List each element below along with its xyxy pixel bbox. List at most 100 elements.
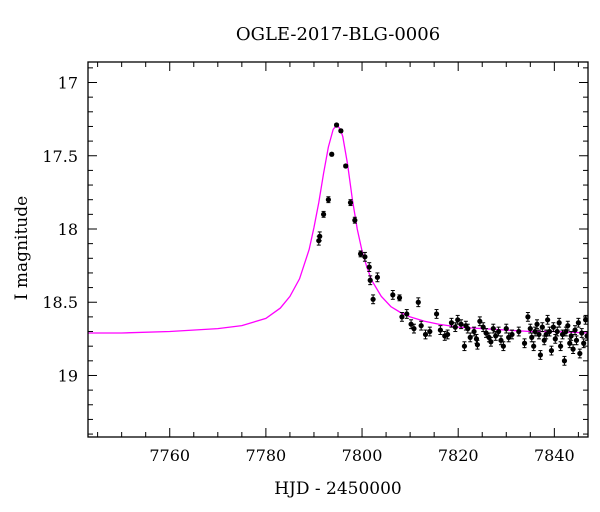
- data-marker: [581, 340, 587, 346]
- y-tick-label: 18: [58, 220, 78, 239]
- data-point: [320, 210, 327, 218]
- data-marker: [488, 339, 494, 345]
- data-point: [347, 199, 354, 207]
- data-marker: [477, 318, 483, 324]
- x-tick-label: 7760: [149, 446, 190, 465]
- plot-frame: [87, 61, 589, 438]
- x-axis-label: HJD - 2450000: [274, 479, 402, 499]
- data-point: [559, 329, 566, 340]
- data-marker: [521, 340, 528, 346]
- data-marker: [506, 334, 512, 340]
- model-curve: [88, 125, 588, 334]
- data-marker: [570, 346, 576, 352]
- data-point: [329, 151, 335, 157]
- data-point: [537, 350, 544, 360]
- data-point: [488, 336, 494, 347]
- data-marker: [352, 217, 358, 223]
- data-marker: [495, 328, 502, 335]
- data-marker: [493, 333, 499, 339]
- data-point: [536, 329, 542, 340]
- data-marker: [437, 327, 444, 333]
- data-marker: [546, 328, 553, 335]
- data-marker: [500, 343, 506, 349]
- data-point: [422, 329, 429, 340]
- data-marker: [370, 296, 376, 302]
- data-marker: [320, 211, 327, 217]
- data-marker: [357, 251, 364, 257]
- data-point: [581, 338, 587, 349]
- data-point: [516, 326, 522, 337]
- data-marker: [362, 254, 368, 260]
- data-marker: [543, 331, 549, 338]
- x-tick-label: 7820: [438, 446, 479, 465]
- data-marker: [545, 317, 551, 323]
- data-point: [579, 328, 585, 338]
- data-point: [374, 272, 381, 283]
- y-axis-label: I magnitude: [12, 196, 32, 300]
- data-marker: [534, 321, 540, 327]
- data-marker: [404, 311, 410, 317]
- data-point: [352, 216, 358, 224]
- data-point: [477, 316, 483, 327]
- data-point: [445, 329, 451, 340]
- data-point: [427, 326, 433, 337]
- data-point: [500, 341, 506, 352]
- data-marker: [347, 200, 354, 206]
- data-marker: [550, 324, 556, 330]
- data-marker: [396, 295, 403, 301]
- data-marker: [532, 328, 538, 335]
- data-marker: [559, 331, 566, 338]
- data-marker: [455, 317, 461, 323]
- data-marker: [568, 333, 574, 339]
- data-point: [442, 331, 448, 341]
- data-point: [483, 328, 489, 338]
- data-marker: [408, 321, 414, 327]
- data-point: [396, 294, 403, 302]
- data-marker: [561, 358, 568, 364]
- data-point: [545, 314, 551, 325]
- data-point: [370, 294, 376, 305]
- data-marker: [572, 327, 578, 333]
- data-marker: [433, 311, 440, 317]
- data-marker: [509, 331, 515, 338]
- data-marker: [567, 340, 573, 346]
- data-point: [338, 128, 344, 134]
- data-marker: [399, 314, 405, 320]
- data-marker: [467, 334, 473, 340]
- data-point: [415, 297, 421, 308]
- data-point: [408, 319, 414, 330]
- data-marker: [343, 163, 349, 169]
- data-marker: [445, 331, 451, 338]
- data-marker: [338, 128, 344, 134]
- data-point: [362, 251, 368, 262]
- data-point: [399, 311, 405, 322]
- data-marker: [539, 324, 545, 330]
- data-point: [575, 317, 581, 328]
- data-marker: [573, 337, 580, 343]
- data-marker: [471, 328, 477, 335]
- data-point: [570, 344, 576, 355]
- data-marker: [536, 331, 542, 338]
- data-marker: [575, 320, 581, 326]
- data-point: [531, 341, 537, 352]
- data-point: [366, 262, 372, 272]
- data-marker: [427, 328, 433, 335]
- data-point: [452, 322, 458, 333]
- data-point: [567, 338, 573, 349]
- data-point: [317, 231, 323, 242]
- data-marker: [531, 343, 537, 349]
- data-marker: [317, 233, 323, 239]
- data-point: [525, 311, 531, 322]
- data-point: [357, 250, 364, 258]
- data-marker: [537, 352, 544, 358]
- data-point: [433, 309, 440, 319]
- data-marker: [458, 321, 464, 327]
- chart-title: OGLE-2017-BLG-0006: [236, 24, 440, 45]
- data-marker: [552, 336, 558, 342]
- x-tick-label: 7840: [534, 446, 575, 465]
- plot-area: [88, 122, 588, 366]
- data-marker: [329, 151, 335, 157]
- data-point: [325, 196, 331, 204]
- data-marker: [452, 324, 458, 330]
